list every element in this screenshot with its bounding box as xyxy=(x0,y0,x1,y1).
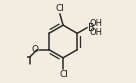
Text: Cl: Cl xyxy=(55,4,64,13)
Text: OH: OH xyxy=(90,19,103,28)
Text: B: B xyxy=(88,23,94,33)
Text: OH: OH xyxy=(90,28,103,37)
Text: Cl: Cl xyxy=(59,70,68,79)
Text: O: O xyxy=(32,45,39,54)
